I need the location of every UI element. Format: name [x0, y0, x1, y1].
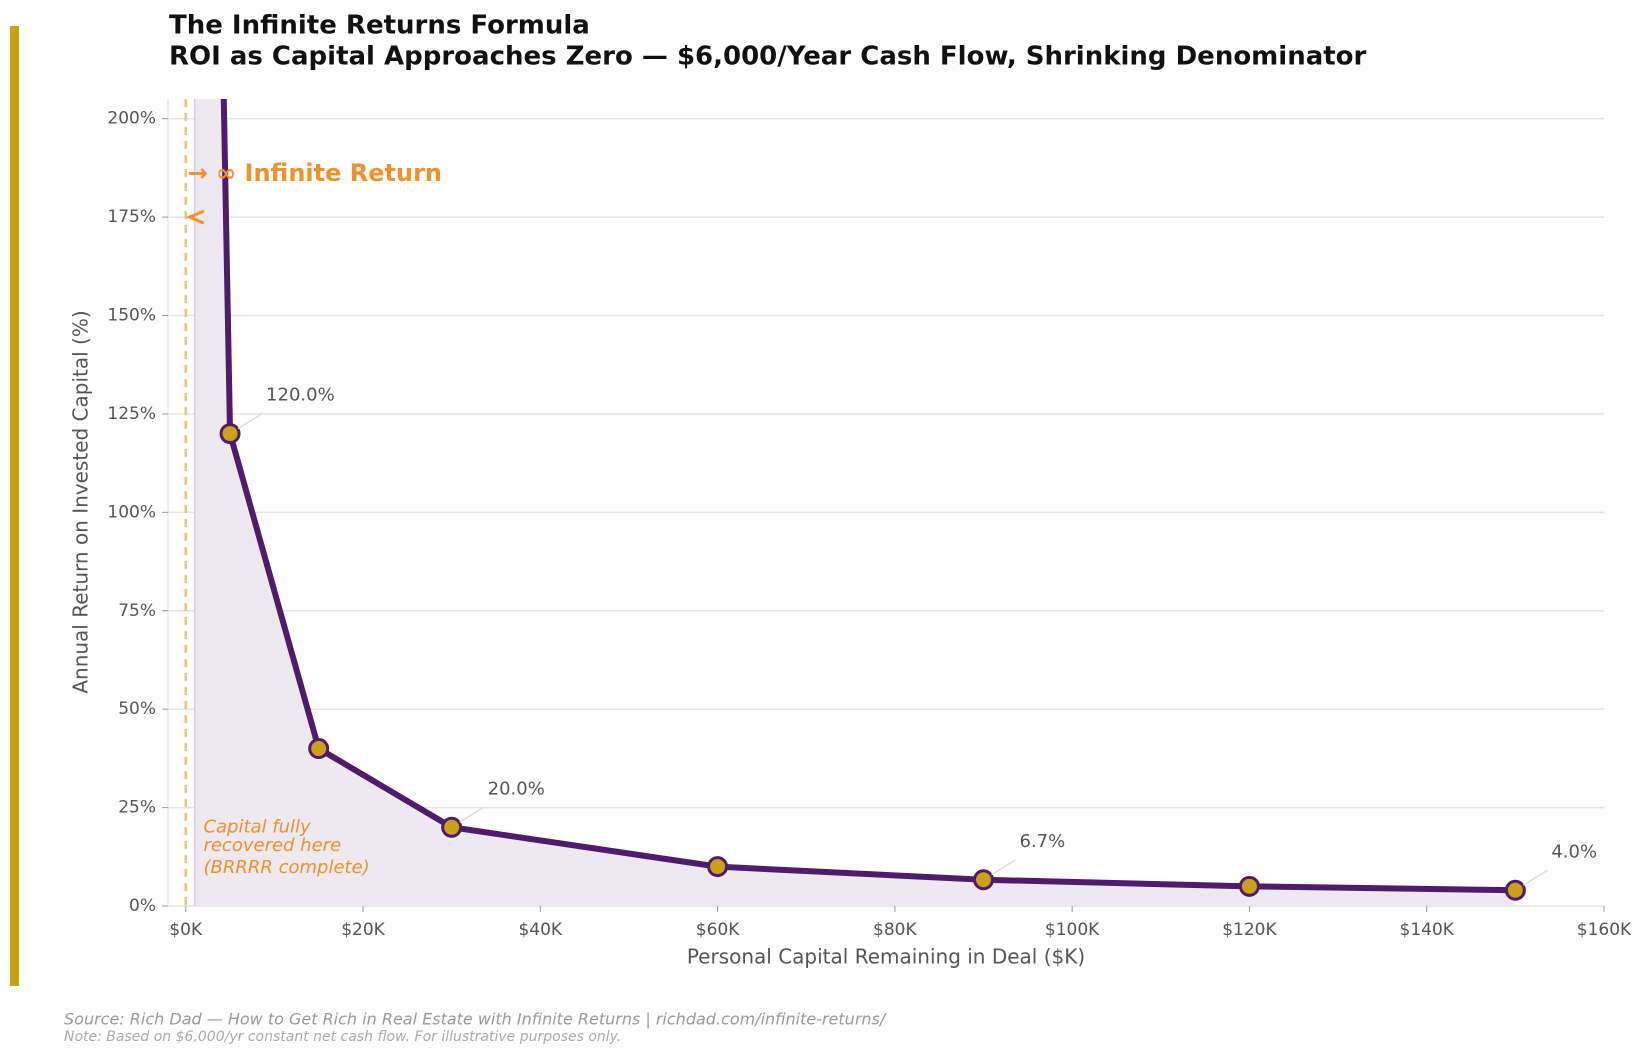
marker — [1238, 875, 1260, 897]
y-tick-label: 75% — [118, 601, 156, 621]
label-leader — [991, 859, 1016, 876]
marker — [441, 816, 463, 838]
label-leader — [459, 806, 485, 823]
y-tick-label: 200% — [107, 109, 156, 129]
x-tick-label: $120K — [1222, 920, 1277, 940]
y-tick-label: 100% — [107, 502, 156, 522]
marker — [707, 856, 729, 878]
marker — [1504, 879, 1526, 901]
value-label: 20.0% — [488, 778, 545, 799]
note: Note: Based on $6,000/yr constant net ca… — [64, 1029, 621, 1045]
y-tick-label: 50% — [118, 699, 156, 719]
marker — [973, 869, 995, 891]
y-tick-label: 0% — [129, 896, 156, 916]
x-tick-label: $40K — [518, 920, 562, 940]
x-tick-label: $60K — [696, 920, 740, 940]
plot-area — [193, 99, 1526, 906]
annotation: recovered here — [203, 835, 341, 856]
x-tick-label: $20K — [341, 920, 385, 940]
source: Source: Rich Dad — How to Get Rich in Re… — [64, 1010, 887, 1029]
area — [194, 99, 1516, 906]
label-leader — [1522, 869, 1548, 886]
line — [220, 99, 1516, 894]
x-tick-label: $100K — [1045, 920, 1100, 940]
x-tick-label: $0K — [169, 920, 203, 940]
x-tick-label: $140K — [1400, 920, 1455, 940]
annotation: Capital fully — [203, 816, 311, 837]
marker — [219, 423, 241, 445]
accent-bar — [10, 26, 19, 986]
x-tick-label: $80K — [873, 920, 917, 940]
chart-subtitle: ROI as Capital Approaches Zero — $6,000/… — [169, 42, 1367, 72]
label-leader — [237, 412, 263, 430]
value-label: 6.7% — [1020, 831, 1066, 852]
y-tick-label: 25% — [118, 798, 156, 818]
x-tick-label: $160K — [1577, 920, 1632, 940]
y-tick-label: 175% — [107, 207, 156, 227]
x-axis-label: Personal Capital Remaining in Deal ($K) — [687, 945, 1085, 969]
annotation: (BRRRR complete) — [203, 857, 369, 878]
chart-title: The Infinite Returns Formula — [169, 11, 590, 41]
marker — [308, 738, 330, 760]
value-label: 120.0% — [266, 385, 335, 406]
y-axis-label: Annual Return on Invested Capital (%) — [69, 310, 93, 693]
y-tick-label: 150% — [107, 306, 156, 326]
annotation-arrow — [185, 209, 205, 225]
y-tick-label: 125% — [107, 404, 156, 424]
annotation: → ∞ Infinite Return — [188, 159, 442, 187]
value-label: 4.0% — [1551, 841, 1597, 862]
